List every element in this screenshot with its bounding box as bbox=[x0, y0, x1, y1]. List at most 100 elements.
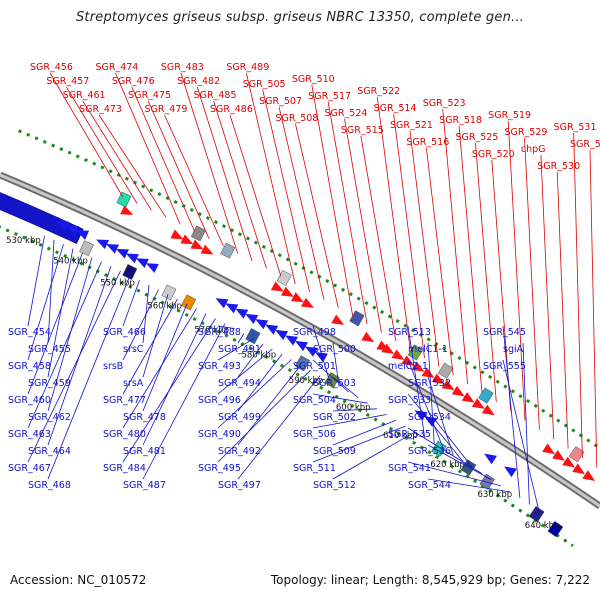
feature-box[interactable] bbox=[528, 506, 545, 523]
forward-gene-label[interactable]: SGR_531 bbox=[554, 122, 597, 133]
feature-box[interactable] bbox=[437, 362, 454, 379]
forward-gene-label[interactable]: SGR_461 bbox=[63, 90, 106, 101]
reverse-gene-label[interactable]: SGR_481 bbox=[123, 446, 166, 457]
forward-gene-label[interactable]: SGR_543 bbox=[570, 139, 600, 150]
forward-gene-arrow[interactable] bbox=[471, 398, 487, 413]
reverse-gene-label[interactable]: SGR_511 bbox=[293, 463, 336, 474]
forward-gene-label[interactable]: SGR_529 bbox=[505, 127, 548, 138]
gene-features[interactable] bbox=[0, 190, 600, 538]
forward-gene-label[interactable]: SGR_516 bbox=[406, 137, 449, 148]
forward-gene-label[interactable]: SGR_515 bbox=[341, 125, 384, 136]
reverse-gene-label[interactable]: SGR_544 bbox=[408, 480, 451, 491]
reverse-gene-arrow[interactable] bbox=[134, 254, 149, 269]
reverse-gene-label[interactable]: SGR_535 bbox=[388, 429, 431, 440]
reverse-gene-arrow[interactable] bbox=[283, 331, 298, 346]
reverse-gene-label[interactable]: SGR_491 bbox=[218, 344, 261, 355]
forward-gene-label[interactable]: SGR_483 bbox=[161, 62, 204, 73]
reverse-gene-label[interactable]: SGR_463 bbox=[8, 429, 51, 440]
reverse-gene-arrow[interactable] bbox=[223, 299, 239, 314]
reverse-gene-label[interactable]: SGR_503 bbox=[313, 378, 356, 389]
forward-gene-label[interactable]: SGR_510 bbox=[292, 74, 335, 85]
gene-labels[interactable]: SGR_456 SGR_457 SGR_461 SGR_473 SGR_474 SGR_4… bbox=[8, 62, 600, 511]
forward-gene-arrow[interactable] bbox=[170, 229, 185, 243]
reverse-gene-label[interactable]: SGR_490 bbox=[198, 429, 241, 440]
forward-gene-arrow[interactable] bbox=[391, 349, 406, 364]
reverse-gene-label[interactable]: SGR_493 bbox=[198, 361, 241, 372]
forward-gene-arrow[interactable] bbox=[280, 286, 296, 302]
forward-gene-label[interactable]: SGR_508 bbox=[275, 113, 318, 124]
reverse-gene-arrow[interactable] bbox=[104, 240, 120, 254]
reverse-gene-arrow[interactable] bbox=[64, 221, 80, 236]
feature-box[interactable] bbox=[220, 242, 236, 259]
reverse-gene-label[interactable]: SGR_501 bbox=[293, 361, 336, 372]
reverse-gene-label[interactable]: SGR_497 bbox=[218, 480, 261, 491]
reverse-gene-label[interactable]: melC2-1 bbox=[388, 361, 428, 372]
reverse-gene-arrow[interactable] bbox=[94, 235, 110, 250]
reverse-gene-label[interactable]: SGR_498 bbox=[293, 327, 336, 338]
feature-box[interactable] bbox=[547, 521, 564, 538]
reverse-gene-label[interactable]: srsA bbox=[123, 378, 144, 389]
reverse-gene-arrow[interactable] bbox=[263, 320, 279, 335]
reverse-gene-label[interactable]: SGR_496 bbox=[198, 395, 241, 406]
forward-gene-arrow[interactable] bbox=[331, 314, 346, 330]
forward-gene-label[interactable]: SGR_521 bbox=[390, 120, 433, 131]
forward-gene-label[interactable]: SGR_489 bbox=[226, 62, 269, 73]
reverse-gene-label[interactable]: SGR_506 bbox=[293, 429, 336, 440]
forward-gene-label[interactable]: SGR_479 bbox=[145, 104, 188, 115]
reverse-gene-arrow[interactable] bbox=[313, 348, 328, 363]
reverse-gene-arrow[interactable] bbox=[114, 244, 129, 259]
reverse-gene-label[interactable]: SGR_460 bbox=[8, 395, 51, 406]
reverse-gene-label[interactable]: SGR_487 bbox=[123, 480, 166, 491]
forward-gene-arrow[interactable] bbox=[572, 463, 588, 478]
feature-box[interactable] bbox=[568, 446, 585, 463]
forward-gene-label[interactable]: SGR_525 bbox=[455, 132, 498, 143]
reverse-gene-label[interactable]: SGR_532 bbox=[408, 378, 451, 389]
forward-gene-arrow[interactable] bbox=[562, 456, 578, 472]
forward-gene-arrow[interactable] bbox=[190, 239, 205, 254]
reverse-gene-arrow[interactable] bbox=[501, 462, 517, 478]
reverse-gene-label[interactable]: SGR_488 bbox=[198, 327, 241, 338]
forward-gene-arrow[interactable] bbox=[441, 379, 457, 395]
reverse-gene-arrow[interactable] bbox=[243, 309, 259, 324]
reverse-gene-arrow[interactable] bbox=[303, 342, 318, 357]
reverse-gene-label[interactable]: SGR_455 bbox=[28, 344, 71, 355]
reverse-gene-label[interactable]: SGR_477 bbox=[103, 395, 146, 406]
reverse-gene-label[interactable]: SGR_458 bbox=[8, 361, 51, 372]
reverse-gene-label[interactable]: SGR_454 bbox=[8, 327, 51, 338]
reverse-gene-label[interactable]: SGR_534 bbox=[408, 412, 451, 423]
feature-box[interactable] bbox=[431, 440, 447, 457]
feature-box[interactable] bbox=[116, 191, 132, 208]
reverse-gene-label[interactable]: SGR_545 bbox=[483, 327, 526, 338]
forward-gene-arrow[interactable] bbox=[552, 450, 568, 465]
feature-box[interactable] bbox=[478, 387, 494, 404]
forward-gene-label[interactable]: SGR_473 bbox=[79, 104, 122, 115]
reverse-gene-label[interactable]: SGR_502 bbox=[313, 412, 356, 423]
forward-gene-label[interactable]: SGR_523 bbox=[423, 98, 466, 109]
reverse-gene-arrow[interactable] bbox=[74, 226, 90, 240]
forward-gene-arrow[interactable] bbox=[481, 404, 497, 420]
forward-gene-label[interactable]: SGR_522 bbox=[357, 86, 400, 97]
forward-gene-label[interactable]: SGR_456 bbox=[30, 62, 73, 73]
forward-gene-arrow[interactable] bbox=[451, 385, 467, 401]
reverse-gene-label[interactable]: SGR_480 bbox=[103, 429, 146, 440]
reverse-gene-arrow[interactable] bbox=[293, 337, 308, 352]
forward-gene-arrow[interactable] bbox=[421, 367, 437, 382]
forward-gene-arrow[interactable] bbox=[180, 234, 195, 248]
forward-gene-label[interactable]: SGR_457 bbox=[46, 76, 89, 87]
reverse-gene-label[interactable]: SGR_478 bbox=[123, 412, 166, 423]
reverse-gene-label[interactable]: SGR_541 bbox=[388, 463, 431, 474]
reverse-gene-label[interactable]: SGR_466 bbox=[103, 327, 146, 338]
forward-gene-label[interactable]: SGR_517 bbox=[308, 91, 351, 102]
reverse-gene-label[interactable]: srsC bbox=[123, 344, 144, 355]
forward-gene-label[interactable]: SGR_524 bbox=[325, 108, 368, 119]
reverse-gene-arrow[interactable] bbox=[233, 304, 249, 319]
reverse-gene-arrow[interactable] bbox=[144, 259, 159, 273]
reverse-gene-label[interactable]: sgiA bbox=[503, 344, 524, 355]
feature-box[interactable] bbox=[479, 473, 495, 490]
forward-gene-label[interactable]: SGR_530 bbox=[537, 161, 580, 172]
reverse-gene-label[interactable]: SGR_500 bbox=[313, 344, 356, 355]
forward-gene-label[interactable]: SGR_474 bbox=[95, 62, 138, 73]
forward-gene-arrow[interactable] bbox=[120, 205, 135, 219]
reverse-gene-label[interactable]: srsB bbox=[103, 361, 123, 372]
